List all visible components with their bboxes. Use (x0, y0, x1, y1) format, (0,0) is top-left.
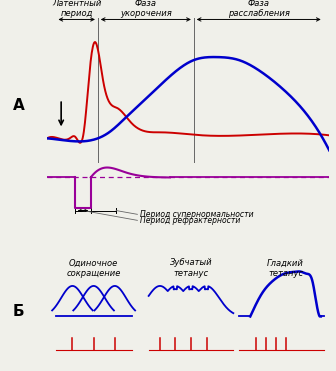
Text: Латентный
период: Латентный период (52, 0, 101, 18)
Text: Период рефрактерности: Период рефрактерности (140, 216, 241, 225)
Text: Гладкий
тетанус: Гладкий тетанус (267, 259, 304, 278)
Text: Одиночное
сокращение: Одиночное сокращение (67, 259, 121, 278)
Text: Зубчатый
тетанус: Зубчатый тетанус (170, 259, 212, 278)
Text: Фаза
расслабления: Фаза расслабления (228, 0, 290, 18)
Text: Б: Б (13, 304, 25, 319)
Text: А: А (13, 98, 25, 113)
Text: Фаза
укорочения: Фаза укорочения (120, 0, 172, 18)
Text: Период супернормальности: Период супернормальности (140, 210, 254, 219)
